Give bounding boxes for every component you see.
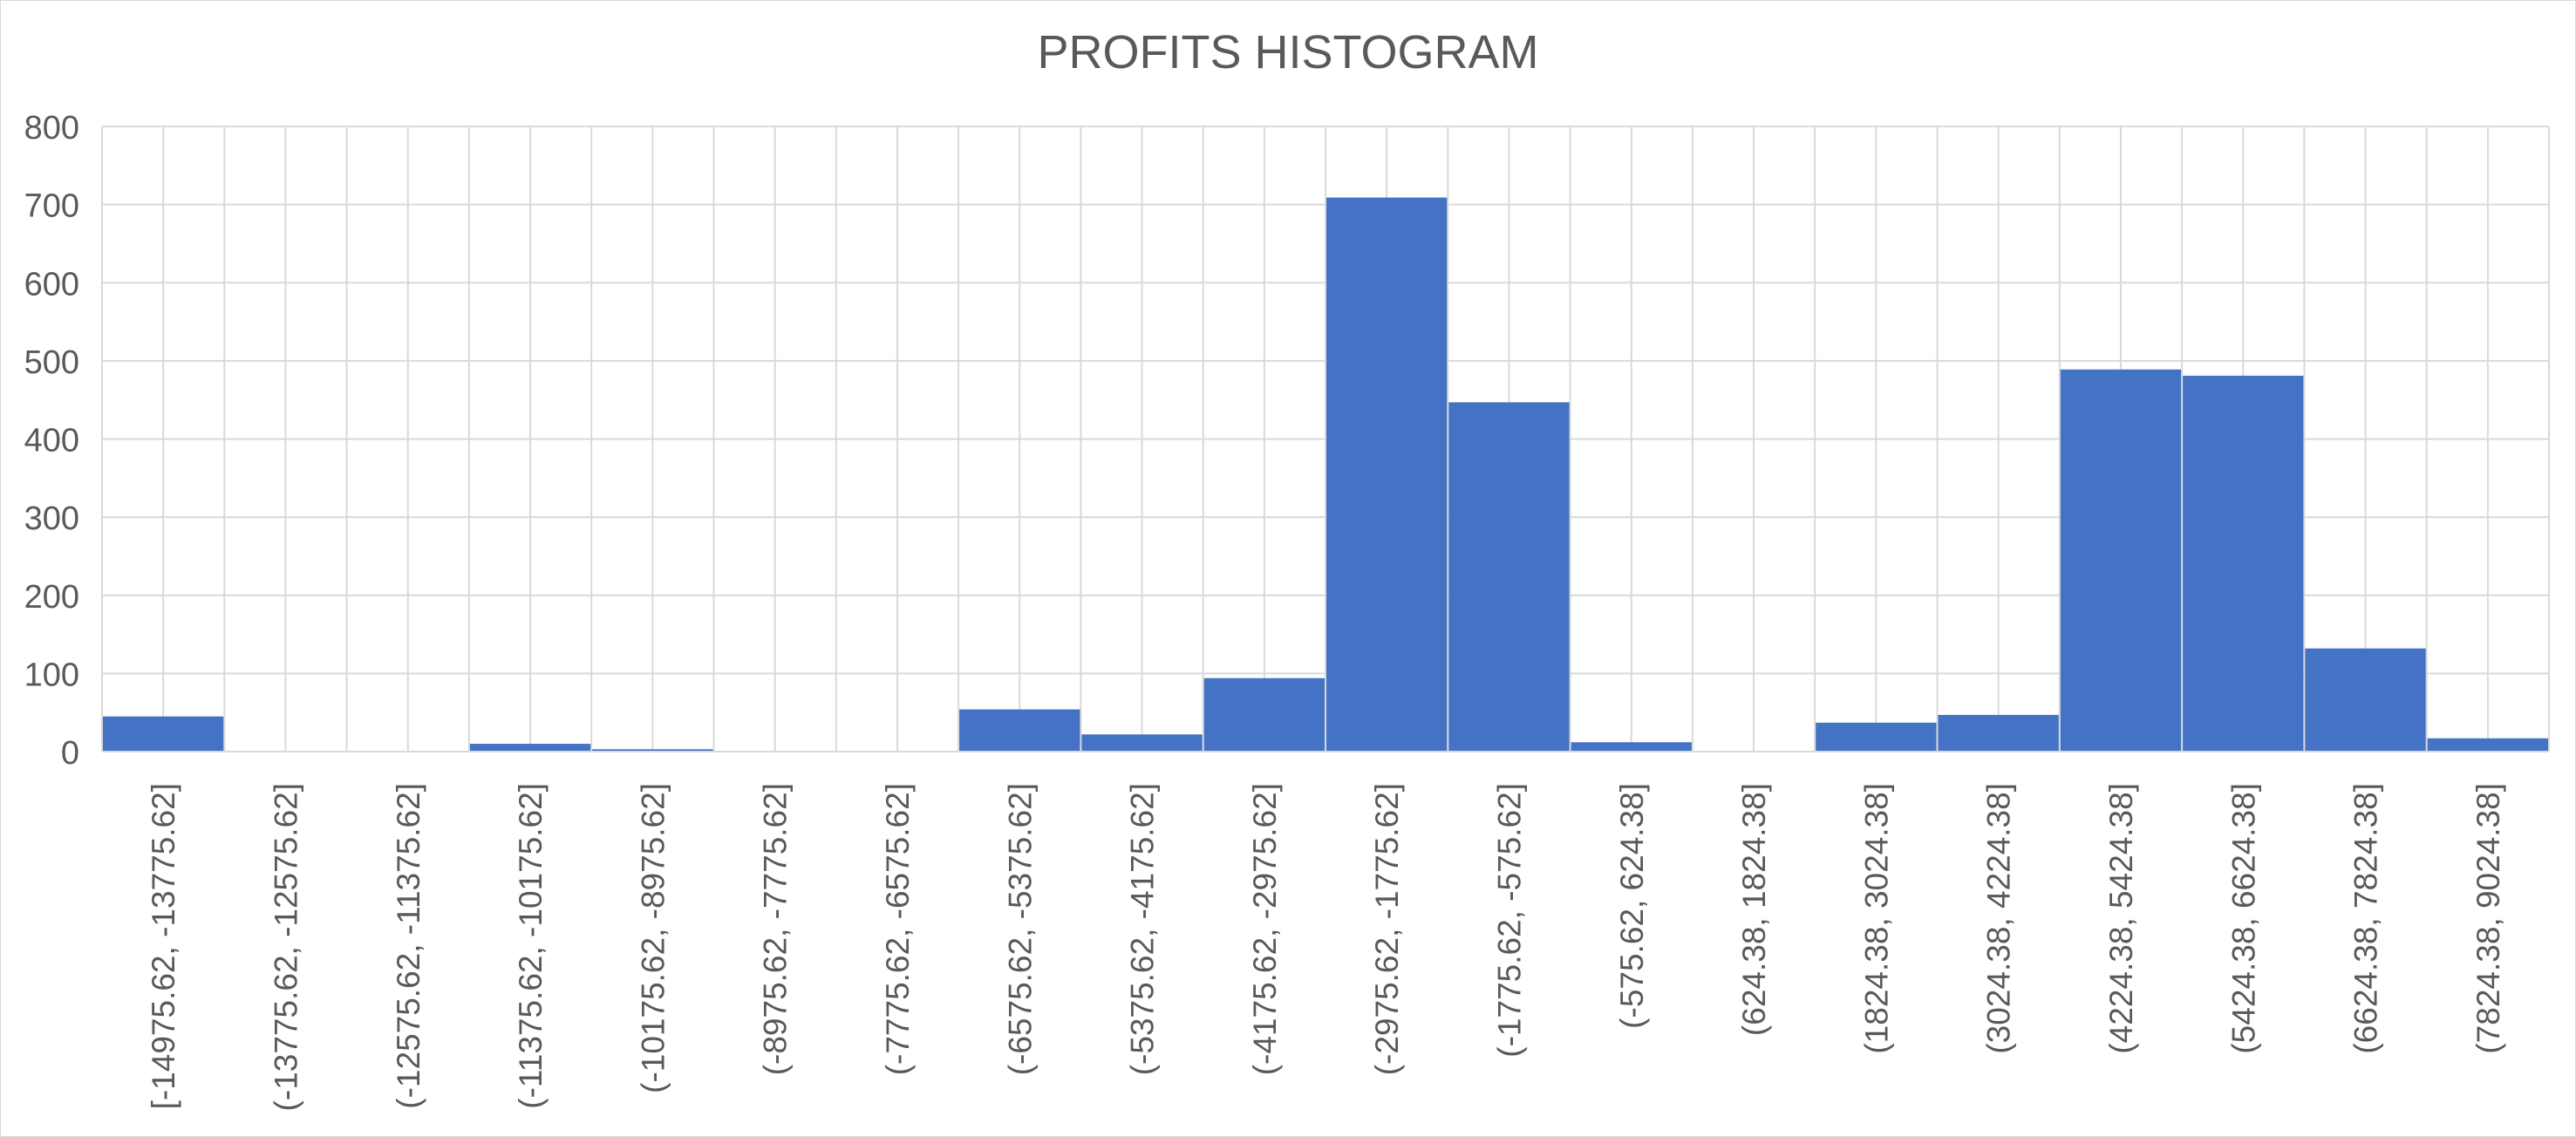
- y-tick-label: 0: [61, 735, 79, 772]
- x-tick-label: (624.38, 1824.38]: [1736, 783, 1772, 1036]
- chart-title: PROFITS HISTOGRAM: [1037, 26, 1539, 78]
- histogram-bar: [1816, 722, 1937, 752]
- x-tick-label: (-10175.62, -8975.62]: [635, 783, 671, 1093]
- histogram-bar: [2305, 648, 2426, 752]
- y-tick-label: 200: [24, 579, 79, 616]
- x-tick-label: (-6575.62, -5375.62]: [1002, 783, 1038, 1075]
- y-tick-label: 600: [24, 266, 79, 303]
- histogram-bar: [1448, 402, 1570, 752]
- y-tick-label: 800: [24, 110, 79, 146]
- x-tick-label: (-4175.62, -2975.62]: [1247, 783, 1283, 1075]
- histogram-bar: [592, 749, 713, 752]
- x-tick-label: (4224.38, 5424.38]: [2103, 783, 2139, 1054]
- x-tick-label: (6624.38, 7824.38]: [2348, 783, 2384, 1054]
- histogram-bar: [1938, 714, 2059, 752]
- x-tick-label: (-5375.62, -4175.62]: [1125, 783, 1161, 1075]
- histogram-bar: [1081, 734, 1203, 752]
- y-tick-label: 400: [24, 423, 79, 460]
- x-tick-label: (-575.62, 624.38]: [1614, 783, 1650, 1029]
- x-tick-label: (-7775.62, -6575.62]: [880, 783, 916, 1075]
- histogram-bar: [1326, 197, 1448, 752]
- y-tick-label: 500: [24, 344, 79, 381]
- x-tick-label: (-13775.62, -12575.62]: [268, 783, 303, 1111]
- x-tick-label: (7824.38, 9024.38]: [2470, 783, 2506, 1054]
- histogram-bar: [1203, 677, 1325, 752]
- x-axis-tick-labels: [-14975.62, -13775.62] (-13775.62, -12575…: [146, 783, 2506, 1111]
- histogram-bar: [2427, 738, 2548, 752]
- histogram-bar: [2183, 375, 2304, 752]
- histogram-bar: [469, 744, 591, 752]
- x-tick-label: (-8975.62, -7775.62]: [758, 783, 794, 1075]
- x-tick-label: [-14975.62, -13775.62]: [146, 783, 181, 1109]
- x-tick-label: (-12575.62, -11375.62]: [391, 783, 426, 1109]
- x-tick-label: (-1775.62, -575.62]: [1491, 783, 1527, 1058]
- gridlines: [101, 126, 2550, 752]
- histogram-bar: [1571, 742, 1692, 752]
- y-tick-label: 100: [24, 657, 79, 693]
- x-tick-label: (-11375.62, -10175.62]: [513, 783, 549, 1109]
- histogram-bar: [959, 709, 1080, 752]
- histogram-bars: [103, 197, 2548, 752]
- x-tick-label: (-2975.62, -1775.62]: [1369, 783, 1405, 1075]
- y-axis-tick-labels: 0 100 200 300 400 500 600 700 800: [24, 110, 79, 772]
- x-tick-label: (1824.38, 3024.38]: [1858, 783, 1894, 1054]
- x-tick-label: (3024.38, 4224.38]: [1981, 783, 2017, 1054]
- histogram-bar: [103, 716, 224, 752]
- histogram-bar: [2060, 369, 2182, 752]
- y-tick-label: 300: [24, 500, 79, 537]
- x-tick-label: (5424.38, 6624.38]: [2225, 783, 2261, 1054]
- y-tick-label: 700: [24, 188, 79, 225]
